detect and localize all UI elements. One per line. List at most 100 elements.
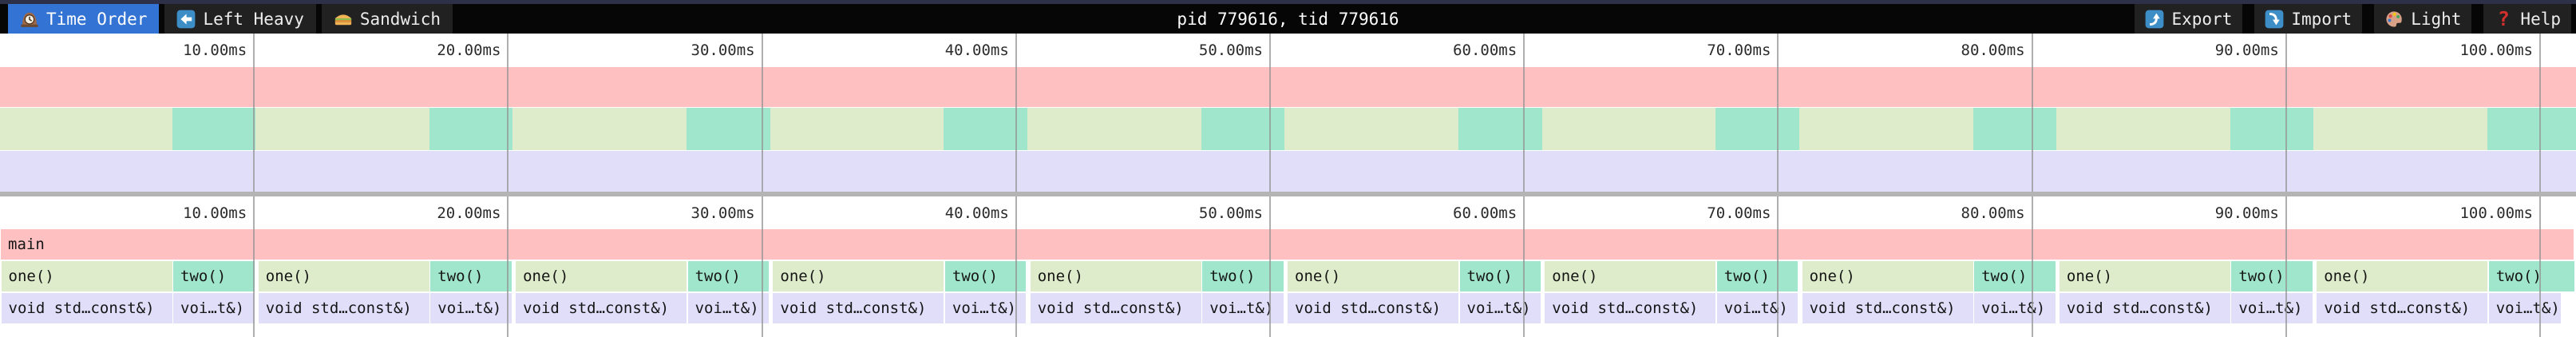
frame-one[interactable]: one()	[1545, 261, 1716, 291]
frame-two-child[interactable]: voi…t&)	[1974, 293, 2056, 323]
frame-two[interactable]: two()	[1974, 261, 2056, 291]
import-button[interactable]: Import	[2254, 4, 2363, 34]
flamechart-time-ruler: 10.00ms 20.00ms 30.00ms 40.00ms 50.00ms 60.00…	[0, 196, 2576, 229]
frame-two[interactable]: two()	[430, 261, 512, 291]
export-button[interactable]: Export	[2135, 4, 2243, 34]
time-tick-label: 40.00ms	[944, 204, 1009, 222]
minimap-two-block	[172, 108, 255, 150]
frame-one[interactable]: one()	[1802, 261, 1973, 291]
time-tick-label: 90.00ms	[2214, 42, 2279, 59]
time-tick-label: 20.00ms	[437, 204, 501, 222]
frame-two[interactable]: two()	[944, 261, 1027, 291]
frame-one-child[interactable]: void std…const&)	[1545, 293, 1716, 323]
frame-two-child[interactable]: voi…t&)	[1202, 293, 1284, 323]
tab-label: Time Order	[46, 9, 148, 29]
frame-two[interactable]: two()	[1716, 261, 1798, 291]
frame-one-child[interactable]: void std…const&)	[1030, 293, 1201, 323]
minimap-two-block	[429, 108, 513, 150]
minimap-two-block	[1458, 108, 1542, 150]
time-tick-label: 30.00ms	[690, 42, 755, 59]
frame-two-child[interactable]: voi…t&)	[944, 293, 1027, 323]
time-tick-label: 10.00ms	[183, 204, 247, 222]
tab-label: Sandwich	[359, 9, 441, 29]
tab-sandwich[interactable]: Sandwich	[321, 4, 453, 34]
minimap-two-block	[687, 108, 770, 150]
frame-two[interactable]: two()	[2231, 261, 2313, 291]
sandwich-icon	[334, 10, 353, 29]
time-tick-label: 30.00ms	[690, 204, 755, 222]
time-tick-label: 70.00ms	[1707, 204, 1771, 222]
frame-one-child[interactable]: void std…const&)	[1288, 293, 1458, 323]
import-icon	[2265, 10, 2284, 29]
frame-one-child[interactable]: void std…const&)	[1, 293, 172, 323]
frame-one[interactable]: one()	[773, 261, 944, 291]
time-tick-label: 80.00ms	[1961, 42, 2025, 59]
minimap-time-ruler: 10.00ms 20.00ms 30.00ms 40.00ms 50.00ms 60.00…	[0, 34, 2576, 67]
minimap-two-block	[1201, 108, 1285, 150]
frame-one[interactable]: one()	[516, 261, 687, 291]
button-label: Import	[2291, 9, 2352, 29]
time-tick-label: 20.00ms	[437, 42, 501, 59]
button-label: Light	[2411, 9, 2462, 29]
clock-icon	[20, 10, 39, 29]
time-tick-label: 70.00ms	[1707, 42, 1771, 59]
export-icon	[2145, 10, 2164, 29]
frame-two-child[interactable]: voi…t&)	[430, 293, 512, 323]
frame-two-child[interactable]: voi…t&)	[1459, 293, 1541, 323]
button-label: Export	[2171, 9, 2233, 29]
time-tick-label: 100.00ms	[2459, 204, 2533, 222]
top-strip	[0, 0, 2576, 4]
frame-one-child[interactable]: void std…const&)	[2317, 293, 2488, 323]
frame-one[interactable]: one()	[2317, 261, 2488, 291]
frame-one-child[interactable]: void std…const&)	[773, 293, 944, 323]
frame-one[interactable]: one()	[1030, 261, 1201, 291]
time-tick-label: 60.00ms	[1453, 204, 1518, 222]
minimap-two-block	[2487, 108, 2576, 150]
frame-one-child[interactable]: void std…const&)	[2059, 293, 2230, 323]
time-tick-label: 50.00ms	[1198, 204, 1263, 222]
minimap-two-block	[2230, 108, 2314, 150]
tab-time-order[interactable]: Time Order	[8, 4, 160, 34]
frame-two-child[interactable]: voi…t&)	[2488, 293, 2561, 323]
frame-one-child[interactable]: void std…const&)	[1802, 293, 1973, 323]
minimap-two-block	[1715, 108, 1799, 150]
arrow-left-icon	[176, 10, 196, 29]
minimap-main-band[interactable]	[0, 67, 2576, 107]
minimap-children-band[interactable]	[0, 151, 2576, 192]
frame-one[interactable]: one()	[1288, 261, 1458, 291]
frame-two[interactable]: two()	[173, 261, 255, 291]
frame-one[interactable]: one()	[2059, 261, 2230, 291]
frame-one[interactable]: one()	[1, 261, 172, 291]
minimap-frames-band[interactable]	[0, 108, 2576, 150]
frame-two-child[interactable]: voi…t&)	[173, 293, 255, 323]
header-actions: Export Import	[2135, 4, 2571, 34]
frame-two[interactable]: two()	[1459, 261, 1541, 291]
frame-two[interactable]: two()	[1202, 261, 1284, 291]
frame-two-child[interactable]: voi…t&)	[687, 293, 770, 323]
frame-one[interactable]: one()	[258, 261, 429, 291]
time-tick-label: 100.00ms	[2459, 42, 2533, 59]
help-icon: ?	[2497, 6, 2510, 30]
button-label: Help	[2520, 9, 2561, 29]
minimap-two-block	[1973, 108, 2057, 150]
minimap-two-block	[944, 108, 1027, 150]
frame-two[interactable]: two()	[687, 261, 770, 291]
frame-main[interactable]: main	[1, 229, 2574, 260]
frame-two-child[interactable]: voi…t&)	[1716, 293, 1798, 323]
frame-two-child[interactable]: voi…t&)	[2231, 293, 2313, 323]
time-tick-label: 50.00ms	[1198, 42, 1263, 59]
time-tick-label: 10.00ms	[183, 42, 247, 59]
time-tick-label: 80.00ms	[1961, 204, 2025, 222]
tab-label: Left Heavy	[203, 9, 304, 29]
frame-two[interactable]: two()	[2488, 261, 2574, 291]
time-tick-label: 60.00ms	[1453, 42, 1518, 59]
view-tabs: Time Order Left Heavy	[8, 4, 453, 34]
tab-left-heavy[interactable]: Left Heavy	[164, 4, 316, 34]
frame-one-child[interactable]: void std…const&)	[258, 293, 429, 323]
palette-icon	[2384, 10, 2404, 29]
frame-one-child[interactable]: void std…const&)	[516, 293, 687, 323]
time-tick-label: 90.00ms	[2214, 204, 2279, 222]
theme-toggle-button[interactable]: Light	[2374, 4, 2472, 34]
help-button[interactable]: ? Help	[2483, 4, 2571, 34]
